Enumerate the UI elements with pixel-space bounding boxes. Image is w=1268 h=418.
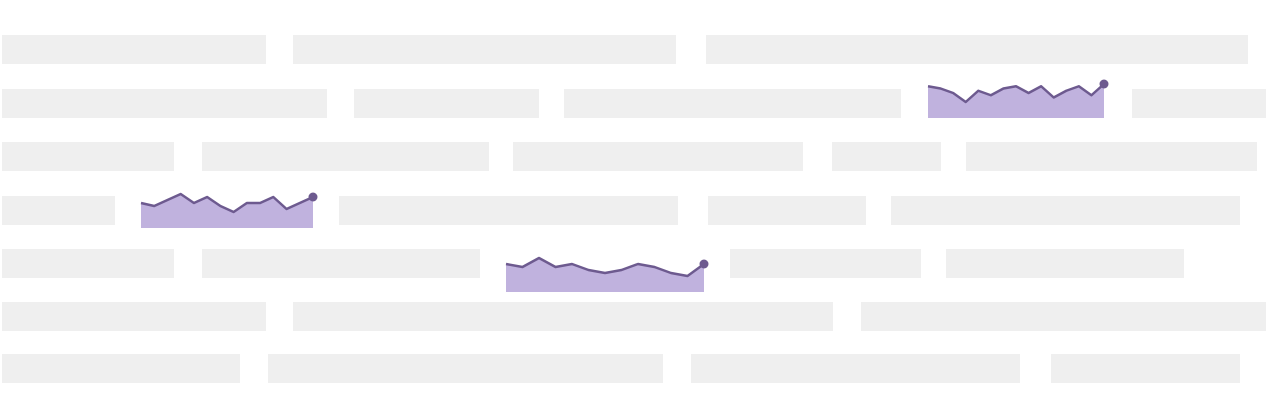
placeholder-bar [2, 196, 115, 225]
sparkline-line [505, 256, 705, 278]
placeholder-bar [2, 142, 174, 171]
sparkline-end-point [308, 192, 318, 202]
sparkline-row-5 [505, 256, 709, 292]
placeholder-bar [966, 142, 1257, 171]
placeholder-bar [293, 302, 833, 331]
sparkline-area [928, 84, 1104, 118]
sparkline-line [140, 192, 314, 214]
placeholder-bar [730, 249, 921, 278]
sparkline-row-4 [140, 192, 318, 228]
placeholder-bar [293, 35, 676, 64]
sparkline-area [141, 194, 313, 228]
placeholder-bar [268, 354, 663, 383]
placeholder-bar [708, 196, 866, 225]
placeholder-bar [564, 89, 901, 118]
placeholder-bar [891, 196, 1240, 225]
placeholder-bar [706, 35, 1248, 64]
placeholder-bar [202, 249, 480, 278]
sparkline-area [506, 258, 704, 292]
placeholder-bar [339, 196, 678, 225]
placeholder-bar [2, 35, 266, 64]
placeholder-bar [2, 249, 174, 278]
placeholder-bar [2, 302, 266, 331]
placeholder-bar [832, 142, 941, 171]
sparkline-row-2 [927, 79, 1109, 118]
placeholder-bar [691, 354, 1020, 383]
placeholder-bar [946, 249, 1184, 278]
sparkline-end-point [699, 259, 709, 269]
placeholder-bar [513, 142, 803, 171]
placeholder-bar [2, 354, 240, 383]
sparkline-end-point [1099, 79, 1109, 89]
placeholder-bar [202, 142, 489, 171]
placeholder-bar [861, 302, 1266, 331]
placeholder-bar [1132, 89, 1266, 118]
placeholder-bar [1051, 354, 1240, 383]
placeholder-bar [354, 89, 539, 118]
placeholder-bar [2, 89, 327, 118]
sparkline-line [927, 83, 1105, 104]
